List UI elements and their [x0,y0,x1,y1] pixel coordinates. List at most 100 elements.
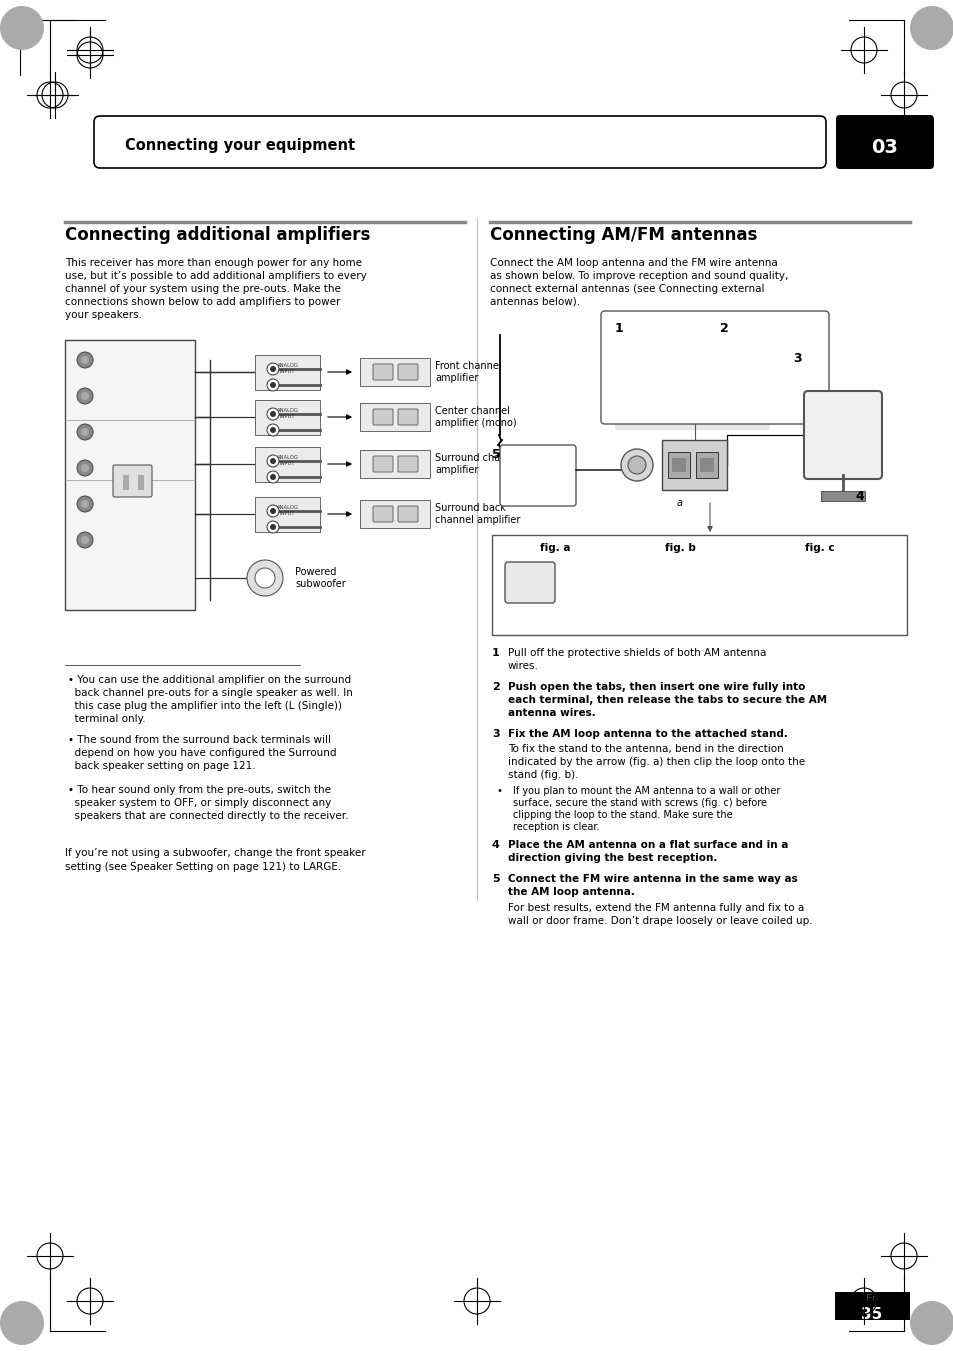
Text: stand (fig. b).: stand (fig. b). [507,770,578,780]
FancyBboxPatch shape [671,458,685,471]
Text: Surround back
channel amplifier: Surround back channel amplifier [435,503,519,526]
Circle shape [81,428,89,436]
Circle shape [0,5,44,50]
Text: channel of your system using the pre-outs. Make the: channel of your system using the pre-out… [65,284,340,295]
Bar [138,476,144,490]
Text: ANALOG
INPUT: ANALOG INPUT [276,408,298,419]
Circle shape [270,508,275,513]
Circle shape [909,1301,953,1346]
Circle shape [77,353,92,367]
FancyBboxPatch shape [661,440,726,490]
Text: To fix the stand to the antenna, bend in the direction: To fix the stand to the antenna, bend in… [507,744,783,754]
FancyBboxPatch shape [696,453,718,478]
FancyBboxPatch shape [254,400,319,435]
Circle shape [270,382,275,388]
Text: Surround channel
amplifier: Surround channel amplifier [435,453,521,476]
FancyBboxPatch shape [492,535,906,635]
Bar [834,1292,909,1320]
FancyBboxPatch shape [359,403,430,431]
FancyBboxPatch shape [700,458,713,471]
Text: ANALOG
INPUT: ANALOG INPUT [276,505,298,516]
Text: 4: 4 [854,490,862,503]
Circle shape [267,471,278,484]
Text: Powered
subwoofer: Powered subwoofer [294,567,345,589]
Circle shape [627,457,645,474]
Text: For best results, extend the FM antenna fully and fix to a: For best results, extend the FM antenna … [507,902,803,913]
Circle shape [81,463,89,471]
FancyBboxPatch shape [397,363,417,380]
Circle shape [270,427,275,434]
Text: 2: 2 [492,682,499,692]
Text: fig. a: fig. a [539,543,570,553]
Text: the AM loop antenna.: the AM loop antenna. [507,888,634,897]
Text: Center channel
amplifier (mono): Center channel amplifier (mono) [435,405,517,428]
Text: speaker system to OFF, or simply disconnect any: speaker system to OFF, or simply disconn… [68,798,331,808]
FancyBboxPatch shape [373,507,393,521]
Text: Fix the AM loop antenna to the attached stand.: Fix the AM loop antenna to the attached … [507,730,787,739]
FancyBboxPatch shape [94,116,825,168]
FancyBboxPatch shape [600,311,828,424]
FancyBboxPatch shape [667,453,689,478]
Text: If you plan to mount the AM antenna to a wall or other: If you plan to mount the AM antenna to a… [513,786,780,796]
Text: connections shown below to add amplifiers to power: connections shown below to add amplifier… [65,297,340,307]
FancyBboxPatch shape [397,457,417,471]
Text: wires.: wires. [507,661,538,671]
Text: Front channel
amplifier: Front channel amplifier [435,361,501,384]
Circle shape [267,363,278,376]
Text: direction giving the best reception.: direction giving the best reception. [507,852,717,863]
Text: 1: 1 [615,322,623,335]
Text: 03: 03 [871,138,898,157]
Text: Connecting AM/FM antennas: Connecting AM/FM antennas [490,226,757,245]
Text: depend on how you have configured the Surround: depend on how you have configured the Su… [68,748,336,758]
Text: clipping the loop to the stand. Make sure the: clipping the loop to the stand. Make sur… [513,811,732,820]
Circle shape [77,424,92,440]
Text: 2: 2 [720,322,728,335]
Circle shape [81,500,89,508]
Text: • You can use the additional amplifier on the surround: • You can use the additional amplifier o… [68,676,351,685]
Text: 1: 1 [492,648,499,658]
Circle shape [0,1301,44,1346]
Text: 3: 3 [792,353,801,365]
FancyBboxPatch shape [359,500,430,528]
Text: 3: 3 [492,730,499,739]
Bar [821,490,864,501]
Circle shape [270,458,275,463]
Circle shape [267,380,278,390]
Text: each terminal, then release the tabs to secure the AM: each terminal, then release the tabs to … [507,694,826,705]
Text: antennas below).: antennas below). [490,297,579,307]
FancyBboxPatch shape [615,350,769,430]
Circle shape [77,496,92,512]
Text: Connecting additional amplifiers: Connecting additional amplifiers [65,226,370,245]
Text: fig. b: fig. b [664,543,695,553]
Circle shape [81,536,89,544]
Text: Connect the AM loop antenna and the FM wire antenna: Connect the AM loop antenna and the FM w… [490,258,777,267]
Bar [123,476,129,490]
Text: surface, secure the stand with screws (fig. c) before: surface, secure the stand with screws (f… [513,798,766,808]
Text: antenna wires.: antenna wires. [507,708,595,717]
FancyBboxPatch shape [803,390,882,480]
Circle shape [270,524,275,530]
Text: speakers that are connected directly to the receiver.: speakers that are connected directly to … [68,811,348,821]
Text: indicated by the arrow (fig. a) then clip the loop onto the: indicated by the arrow (fig. a) then cli… [507,757,804,767]
Text: 4: 4 [492,840,499,850]
Text: reception is clear.: reception is clear. [513,821,598,832]
Text: En: En [865,1294,878,1304]
Text: ANALOG
INPUT: ANALOG INPUT [276,455,298,466]
Circle shape [77,532,92,549]
Text: If you’re not using a subwoofer, change the front speaker: If you’re not using a subwoofer, change … [65,848,365,858]
Circle shape [267,455,278,467]
Text: Pull off the protective shields of both AM antenna: Pull off the protective shields of both … [507,648,765,658]
Text: terminal only.: terminal only. [68,713,146,724]
Circle shape [77,459,92,476]
Text: a: a [677,499,682,508]
Circle shape [81,357,89,363]
Bar [65,340,194,611]
Text: • The sound from the surround back terminals will: • The sound from the surround back termi… [68,735,331,744]
Text: back channel pre-outs for a single speaker as well. In: back channel pre-outs for a single speak… [68,688,353,698]
FancyBboxPatch shape [397,409,417,426]
Circle shape [270,366,275,372]
FancyBboxPatch shape [499,444,576,507]
Circle shape [267,424,278,436]
FancyBboxPatch shape [373,363,393,380]
FancyBboxPatch shape [254,447,319,482]
